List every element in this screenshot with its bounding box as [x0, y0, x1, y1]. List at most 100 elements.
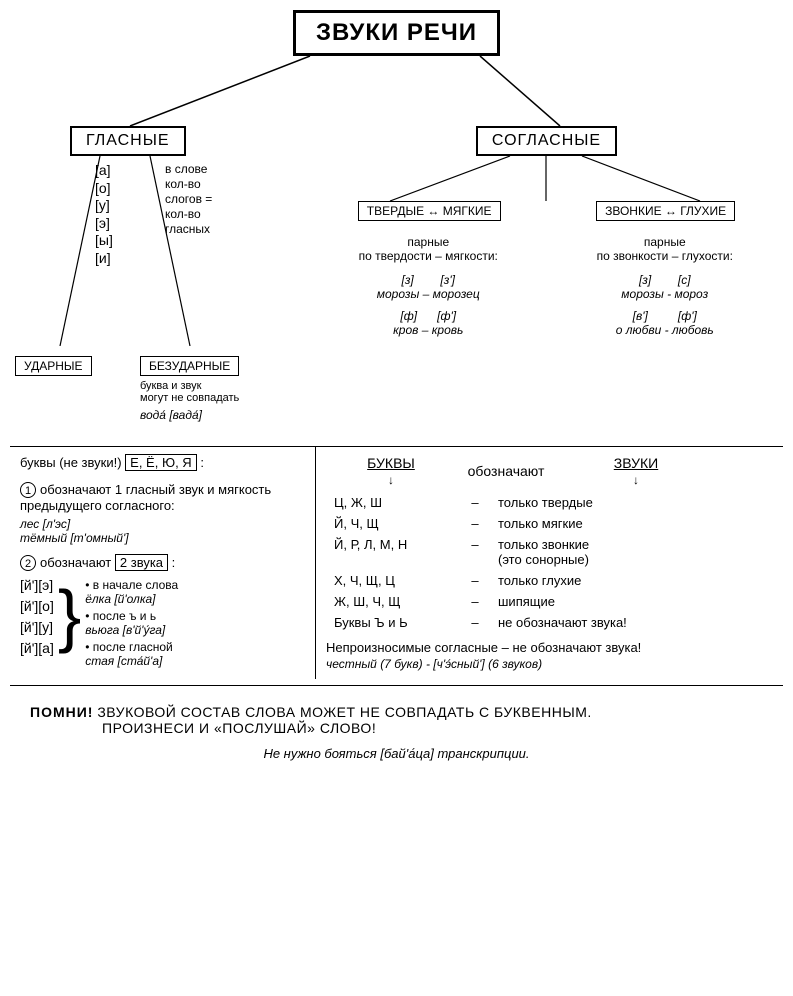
- hard-soft-box: ТВЕРДЫЕ ↔ МЯГКИЕ: [358, 201, 501, 221]
- consonants-tree: [310, 156, 783, 201]
- pair-ye: [й'][э]: [20, 575, 54, 596]
- letters-heading: буквы (не звуки!) Е, Ё, Ю, Я :: [20, 455, 305, 470]
- cell-desc: только твердые: [492, 493, 633, 512]
- middle-grid: буквы (не звуки!) Е, Ё, Ю, Я : 1обознача…: [10, 446, 783, 679]
- cell-dash: –: [460, 592, 490, 611]
- cell-letters: Й, Р, Л, М, Н: [328, 535, 458, 569]
- arrow-down-icon: ↓: [388, 473, 394, 487]
- unstressed-box: БЕЗУДАРНЫЕ: [140, 356, 239, 376]
- cell-desc: только мягкие: [492, 514, 633, 533]
- title-wrapper: ЗВУКИ РЕЧИ: [10, 10, 783, 56]
- consonants-label: СОГЛАСНЫЕ: [476, 126, 617, 156]
- pair-yo: [й'][о]: [20, 596, 54, 617]
- paired-hardness-title: парные по твердости – мягкости:: [310, 235, 547, 263]
- bottom-left-section: буквы (не звуки!) Е, Ё, Ю, Я : 1обознача…: [10, 447, 315, 679]
- bullet-2-ex: вьюга [в'й'у́га]: [85, 623, 165, 637]
- cell-letters: Буквы Ъ и Ь: [328, 613, 458, 632]
- vowel-sound-i: [и]: [95, 250, 113, 268]
- sound-table-header: БУКВЫ ↓ обозначают ЗВУКИ ↓: [326, 455, 773, 487]
- cell-desc: шипящие: [492, 592, 633, 611]
- vowels-label: ГЛАСНЫЕ: [70, 126, 186, 156]
- cell-dash: –: [460, 514, 490, 533]
- cell-letters: Ц, Ж, Ш: [328, 493, 458, 512]
- stressed-box: УДАРНЫЕ: [15, 356, 92, 376]
- table-row: Ж, Ш, Ч, Щ–шипящие: [328, 592, 633, 611]
- cell-letters: Х, Ч, Щ, Ц: [328, 571, 458, 590]
- brace-icon: }: [58, 575, 81, 671]
- top-connector: [10, 56, 783, 126]
- bottom-right-section: БУКВЫ ↓ обозначают ЗВУКИ ↓ Ц, Ж, Ш–тольк…: [315, 447, 783, 679]
- table-row: Й, Ч, Щ–только мягкие: [328, 514, 633, 533]
- remember-line3: Не нужно бояться [бай'а́ца] транскрипции…: [30, 746, 763, 761]
- heading-pre: буквы (не звуки!): [20, 455, 122, 470]
- cell-letters: Й, Ч, Щ: [328, 514, 458, 533]
- cell-desc: не обозначают звука!: [492, 613, 633, 632]
- rule-2-box: 2 звука: [115, 554, 168, 571]
- remember-block: ПОМНИ! ЗВУКОВОЙ СОСТАВ СЛОВА МОЖЕТ НЕ СО…: [10, 704, 783, 761]
- vowels-column: ГЛАСНЫЕ [а] [о] [у] [э] [ы] [и] в слове …: [10, 126, 310, 436]
- voicing-examples: [з] [с] морозы - мороз [в'] [ф'] о любви…: [547, 273, 784, 337]
- unpronounced-note: Непроизносимые согласные – не обозначают…: [326, 640, 773, 655]
- two-sound-pairs: [й'][э] [й'][о] [й'][у] [й'][а] } • в на…: [20, 575, 305, 671]
- bullet-list: • в начале словаёлка [й'олка] • после ъ …: [85, 575, 178, 671]
- unstressed-example: вода́ [вада́]: [140, 408, 202, 422]
- circle-1-icon: 1: [20, 482, 36, 498]
- unstressed-note: буква и звук могут не совпадать: [140, 380, 239, 404]
- bullet-1-text: в начале слова: [93, 578, 178, 592]
- rule-2: 2обозначают 2 звука :: [20, 555, 305, 571]
- table-row: Буквы Ъ и Ь–не обозначают звука!: [328, 613, 633, 632]
- sound-table: Ц, Ж, Ш–только твердые Й, Ч, Щ–только мя…: [326, 491, 635, 634]
- syllable-note: в слове кол-во слогов = кол-во гласных: [165, 162, 212, 237]
- bullet-3-ex: стая [ста́й'а]: [85, 654, 162, 668]
- vowel-sound-y: [ы]: [95, 232, 113, 250]
- bullet-1: • в начале словаёлка [й'олка]: [85, 578, 178, 606]
- bullet-3: • после гласнойстая [ста́й'а]: [85, 640, 178, 668]
- header-mid: обозначают: [456, 463, 556, 479]
- voiced-unvoiced-box: ЗВОНКИЕ ↔ ГЛУХИЕ: [596, 201, 735, 221]
- ex2c: [в'] [ф']: [547, 309, 784, 323]
- ex1d: кров – кровь: [310, 323, 547, 337]
- rule-2-lead: обозначают: [40, 555, 111, 570]
- table-row: Ц, Ж, Ш–только твердые: [328, 493, 633, 512]
- pair-yu: [й'][у]: [20, 617, 54, 638]
- pair-ya: [й'][а]: [20, 638, 54, 659]
- cell-letters: Ж, Ш, Ч, Щ: [328, 592, 458, 611]
- cell-desc: только звонкие (это сонорные): [492, 535, 633, 569]
- ex2d: о любви - любовь: [547, 323, 784, 337]
- paired-voicing-title: парные по звонкости – глухости:: [547, 235, 784, 263]
- cell-dash: –: [460, 535, 490, 569]
- ex1b: морозы – морозец: [310, 287, 547, 301]
- vowel-sound-u: [у]: [95, 197, 113, 215]
- cell-dash: –: [460, 571, 490, 590]
- ex1a: [з] [з']: [310, 273, 547, 287]
- table-row: Х, Ч, Щ, Ц–только глухие: [328, 571, 633, 590]
- header-letters: БУКВЫ: [367, 455, 415, 471]
- bullet-2-text: после ъ и ь: [93, 609, 156, 623]
- vowel-sound-o: [о]: [95, 180, 113, 198]
- cell-dash: –: [460, 493, 490, 512]
- bullet-3-text: после гласной: [93, 640, 173, 654]
- table-row: Й, Р, Л, М, Н–только звонкие (это сонорн…: [328, 535, 633, 569]
- main-title: ЗВУКИ РЕЧИ: [293, 10, 500, 56]
- vowel-sound-e: [э]: [95, 215, 113, 233]
- rule-1: 1обозначают 1 гласный звук и мягкость пр…: [20, 482, 305, 513]
- top-grid: ГЛАСНЫЕ [а] [о] [у] [э] [ы] [и] в слове …: [10, 126, 783, 436]
- remember-line2: ПРОИЗНЕСИ И «ПОСЛУШАЙ» СЛОВО!: [30, 720, 763, 736]
- sound-pair-list: [й'][э] [й'][о] [й'][у] [й'][а]: [20, 575, 54, 671]
- rule-1-example: лес [л'эс] тёмный [т'омный']: [20, 517, 305, 545]
- bullet-2: • после ъ и ьвьюга [в'й'у́га]: [85, 609, 178, 637]
- header-sounds: ЗВУКИ: [614, 455, 658, 471]
- ex1c: [ф] [ф']: [310, 309, 547, 323]
- page-root: ЗВУКИ РЕЧИ ГЛАСНЫЕ [а] [о] [у] [э] [ы]: [10, 10, 783, 761]
- ex2b: морозы - мороз: [547, 287, 784, 301]
- consonants-column: СОГЛАСНЫЕ ТВЕРДЫЕ ↔ МЯГКИЕ ЗВОНКИЕ ↔ ГЛУ…: [310, 126, 783, 436]
- remember-line1: ЗВУКОВОЙ СОСТАВ СЛОВА МОЖЕТ НЕ СОВПАДАТЬ…: [97, 704, 591, 720]
- vowel-sound-list: [а] [о] [у] [э] [ы] [и]: [95, 162, 113, 267]
- circle-2-icon: 2: [20, 555, 36, 571]
- rule-1-text: обозначают 1 гласный звук и мягкость пре…: [20, 482, 271, 513]
- cell-dash: –: [460, 613, 490, 632]
- cell-desc: только глухие: [492, 571, 633, 590]
- vowel-sound-a: [а]: [95, 162, 113, 180]
- heading-letters-box: Е, Ё, Ю, Я: [125, 454, 197, 471]
- remember-label: ПОМНИ!: [30, 704, 93, 720]
